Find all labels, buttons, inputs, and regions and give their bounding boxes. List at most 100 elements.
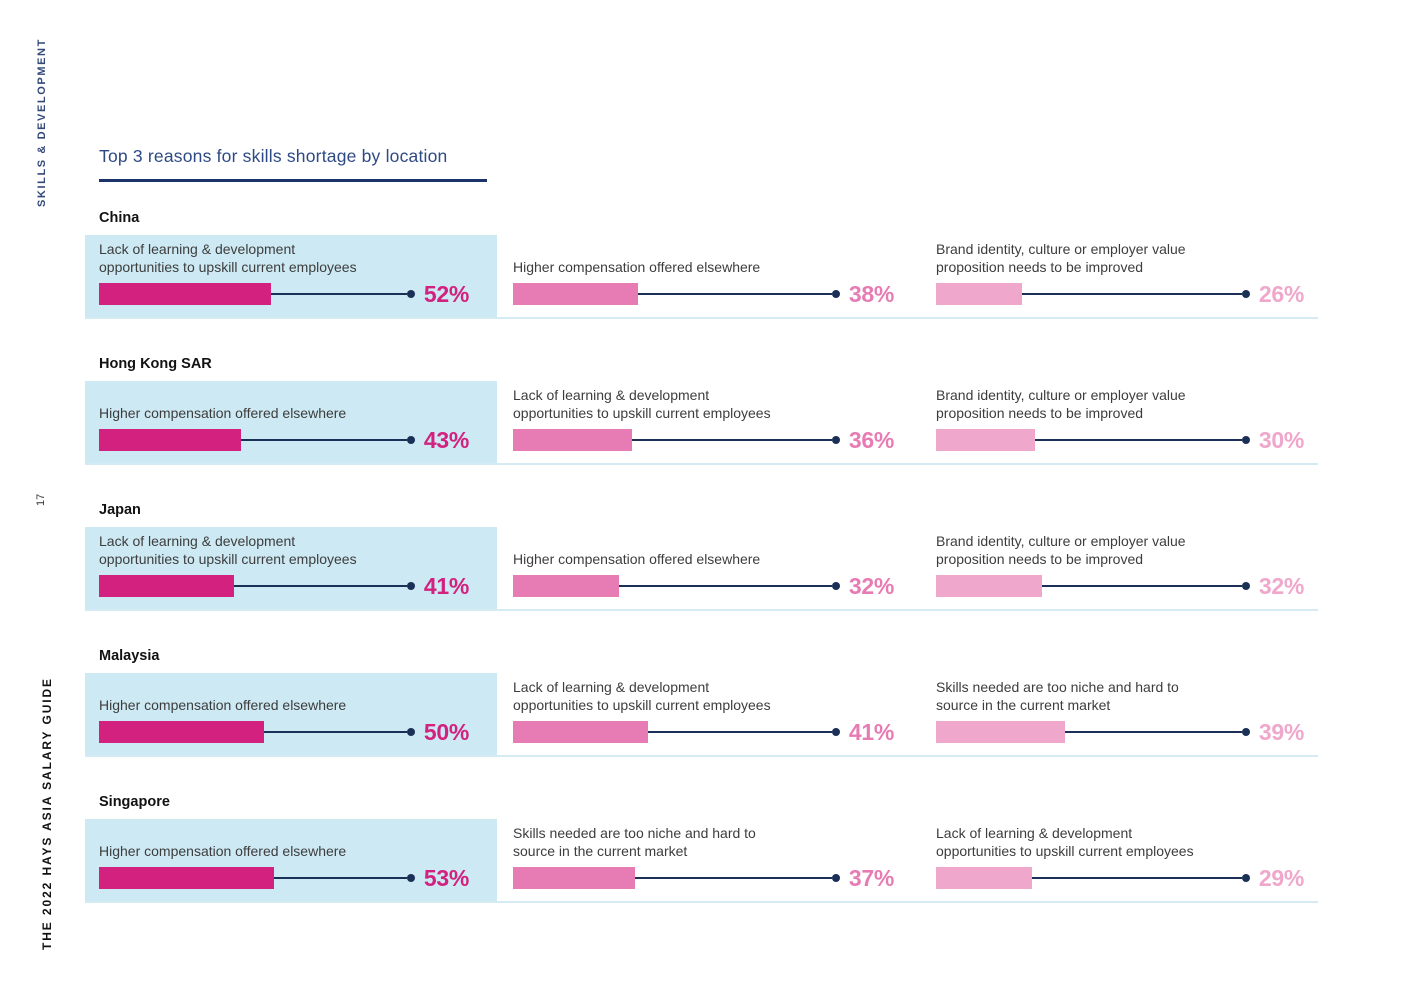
country-label: Hong Kong SAR <box>99 356 212 372</box>
bar-row: 43% <box>99 427 469 453</box>
value-bar <box>99 429 241 451</box>
bar-row: 38% <box>513 281 894 307</box>
connector-line <box>271 293 407 295</box>
percent-value: 41% <box>848 719 894 745</box>
reason-label: Lack of learning & development opportuni… <box>99 533 357 567</box>
country-label: China <box>99 210 140 226</box>
percent-value: 32% <box>1258 573 1304 599</box>
value-bar <box>936 575 1042 597</box>
reason-label: Brand identity, culture or employer valu… <box>936 387 1186 421</box>
bar-row: 41% <box>99 573 469 599</box>
value-bar <box>936 721 1065 743</box>
end-dot <box>406 874 415 882</box>
end-dot <box>1241 874 1250 882</box>
reasons-row: Lack of learning & development opportuni… <box>85 235 1318 319</box>
reason-label: Lack of learning & development opportuni… <box>513 387 771 421</box>
reason-label: Higher compensation offered elsewhere <box>99 843 347 859</box>
reasons-row: Higher compensation offered elsewhere 53%… <box>85 819 1318 903</box>
reason-cell-rank-2: Higher compensation offered elsewhere 38% <box>497 235 920 317</box>
reason-cell-rank-1: Higher compensation offered elsewhere 50% <box>85 673 497 755</box>
percent-value: 39% <box>1258 719 1304 745</box>
percent-value: 37% <box>848 865 894 891</box>
bar-row: 37% <box>513 865 894 891</box>
end-dot <box>1241 728 1250 736</box>
reason-cell-rank-1: Higher compensation offered elsewhere 43% <box>85 381 497 463</box>
section-japan: Japan Lack of learning & development oppo… <box>85 502 1318 611</box>
bar-row: 52% <box>99 281 469 307</box>
country-label: Malaysia <box>99 648 160 664</box>
title-underline <box>99 179 487 182</box>
connector-line <box>619 585 832 587</box>
connector-line <box>1065 731 1242 733</box>
end-dot <box>406 436 415 444</box>
end-dot <box>406 290 415 298</box>
value-bar <box>513 867 635 889</box>
country-label: Japan <box>99 502 141 518</box>
sidebar-vertical-top-label: SKILLS & DEVELOPMENT <box>36 38 48 207</box>
reason-label: Higher compensation offered elsewhere <box>513 259 761 275</box>
bar-row: 36% <box>513 427 894 453</box>
end-dot <box>831 728 840 736</box>
section-malaysia: Malaysia Higher compensation offered else… <box>85 648 1318 757</box>
end-dot <box>1241 436 1250 444</box>
page-number-label: 17 <box>35 493 47 506</box>
connector-line <box>274 877 407 879</box>
reasons-row: Lack of learning & development opportuni… <box>85 527 1318 611</box>
reasons-row: Higher compensation offered elsewhere 50%… <box>85 673 1318 757</box>
value-bar <box>513 575 619 597</box>
value-bar <box>513 429 632 451</box>
connector-line <box>638 293 832 295</box>
section-hong-kong-sar: Hong Kong SAR Higher compensation offered… <box>85 356 1318 465</box>
value-bar <box>936 429 1035 451</box>
end-dot <box>1241 582 1250 590</box>
reason-label: Higher compensation offered elsewhere <box>99 405 347 421</box>
reason-cell-rank-1: Lack of learning & development opportuni… <box>85 235 497 317</box>
bar-row: 32% <box>513 573 894 599</box>
chart-title: Top 3 reasons for skills shortage by loc… <box>99 146 448 166</box>
connector-line <box>1032 877 1242 879</box>
reason-label: Lack of learning & development opportuni… <box>513 679 771 713</box>
value-bar <box>99 283 271 305</box>
value-bar <box>936 283 1022 305</box>
reason-cell-rank-1: Lack of learning & development opportuni… <box>85 527 497 609</box>
reason-cell-rank-3: Brand identity, culture or employer valu… <box>920 527 1318 609</box>
reason-cell-rank-2: Higher compensation offered elsewhere 32% <box>497 527 920 609</box>
connector-line <box>1042 585 1242 587</box>
reason-cell-rank-3: Brand identity, culture or employer valu… <box>920 381 1318 463</box>
reasons-row: Higher compensation offered elsewhere 43%… <box>85 381 1318 465</box>
reason-cell-rank-2: Lack of learning & development opportuni… <box>497 673 920 755</box>
reason-label: Brand identity, culture or employer valu… <box>936 241 1186 275</box>
percent-value: 52% <box>423 281 469 307</box>
value-bar <box>99 575 234 597</box>
reason-cell-rank-3: Skills needed are too niche and hard to … <box>920 673 1318 755</box>
percent-value: 26% <box>1258 281 1304 307</box>
bar-row: 50% <box>99 721 469 744</box>
bar-row: 26% <box>936 281 1304 307</box>
connector-line <box>1035 439 1242 441</box>
value-bar <box>513 721 648 743</box>
percent-value: 43% <box>423 427 469 453</box>
percent-value: 41% <box>423 573 469 599</box>
end-dot <box>1241 290 1250 298</box>
end-dot <box>831 436 840 444</box>
percent-value: 30% <box>1258 427 1304 453</box>
end-dot <box>406 728 415 736</box>
percent-value: 32% <box>848 573 894 599</box>
bar-row: 39% <box>936 719 1304 745</box>
reason-label: Skills needed are too niche and hard to … <box>936 679 1179 713</box>
percent-value: 38% <box>848 281 894 307</box>
value-bar <box>99 721 264 743</box>
reason-label: Higher compensation offered elsewhere <box>513 551 761 567</box>
bar-row: 30% <box>936 427 1304 453</box>
value-bar <box>936 867 1032 889</box>
sidebar-vertical-bottom-label: THE 2022 HAYS ASIA SALARY GUIDE <box>40 677 54 950</box>
reason-cell-rank-3: Lack of learning & development opportuni… <box>920 819 1318 901</box>
section-china: China Lack of learning & development oppo… <box>85 210 1318 319</box>
percent-value: 36% <box>848 427 894 453</box>
chart-panel: Top 3 reasons for skills shortage by loc… <box>85 146 1318 903</box>
reason-label: Higher compensation offered elsewhere <box>99 697 347 713</box>
reason-label: Lack of learning & development opportuni… <box>936 825 1194 859</box>
reason-label: Skills needed are too niche and hard to … <box>513 825 756 859</box>
connector-line <box>632 439 832 441</box>
